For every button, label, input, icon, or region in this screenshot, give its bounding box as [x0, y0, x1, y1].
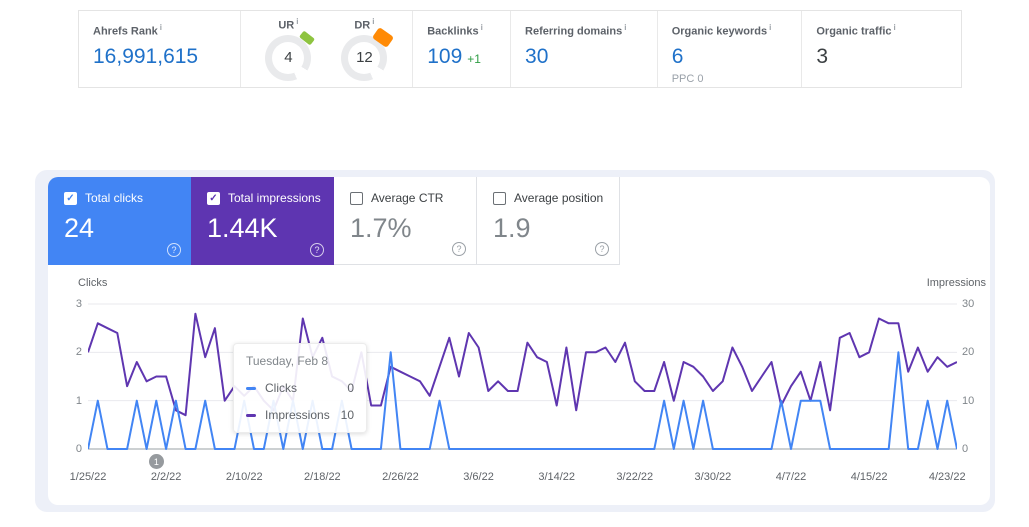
- metric-backlinks: Backlinks i 109 +1: [412, 11, 510, 87]
- x-axis-label: 4/23/22: [928, 471, 966, 483]
- info-icon[interactable]: i: [159, 23, 163, 32]
- help-icon[interactable]: ?: [167, 243, 181, 257]
- metric-organic-traffic: Organic traffic i 3: [801, 11, 961, 87]
- clicks-line: [88, 351, 957, 450]
- info-icon[interactable]: i: [893, 23, 896, 32]
- x-axis-label: 1/25/22: [69, 471, 107, 483]
- backlinks-delta: +1: [467, 51, 481, 66]
- performance-chart-svg[interactable]: [88, 303, 957, 453]
- ur-pencil-icon: [299, 30, 316, 46]
- ahrefs-metrics-bar: Ahrefs Rank i 16,991,615 UR i 4 DR i 12 Bac…: [78, 10, 962, 88]
- metric-card-value: 1.7%: [350, 213, 412, 243]
- clicks-legend-dash-icon: [246, 386, 256, 390]
- axis-tick-label: 0: [962, 443, 969, 455]
- info-icon[interactable]: i: [769, 23, 772, 32]
- organic-traffic-value: 3: [816, 44, 829, 68]
- tooltip-rows: Clicks 0 Impressions 10: [246, 381, 354, 422]
- x-axis-label: 2/18/22: [303, 471, 341, 483]
- metric-card-average-position[interactable]: Average position 1.9?: [477, 177, 620, 265]
- x-axis-label: 2/10/22: [225, 471, 263, 483]
- ppc-count: PPC 0: [671, 72, 704, 85]
- referring-domains-value[interactable]: 30: [525, 44, 549, 68]
- info-icon[interactable]: i: [480, 23, 483, 32]
- right-axis-title: Impressions: [926, 277, 986, 289]
- referring-domains-label: Referring domains: [525, 25, 623, 38]
- x-axis-label: 3/14/22: [538, 471, 576, 483]
- metric-cards-row: ✓ Total clicks 24? ✓ Total impressions 1.44K?…: [48, 177, 990, 265]
- x-axis-label: 4/7/22: [775, 471, 807, 483]
- search-console-panel: ✓ Total clicks 24? ✓ Total impressions 1.44K?…: [35, 170, 995, 512]
- ur-gauge-group: UR i 4: [265, 17, 316, 87]
- info-icon[interactable]: i: [296, 17, 299, 26]
- help-icon[interactable]: ?: [310, 243, 324, 257]
- axis-tick-label: 10: [962, 394, 975, 407]
- metric-card-label: Total clicks: [85, 191, 144, 205]
- x-axis-label: 3/6/22: [463, 471, 494, 483]
- checkbox-average-ctr[interactable]: [350, 191, 363, 205]
- organic-traffic-label: Organic traffic: [816, 25, 892, 38]
- impressions-legend-dash-icon: [246, 413, 256, 417]
- impressions-line: [88, 312, 957, 417]
- tooltip-series-value: 10: [340, 408, 354, 422]
- left-axis-title: Clicks: [78, 277, 108, 289]
- metric-card-total-clicks[interactable]: ✓ Total clicks 24?: [48, 177, 191, 265]
- dr-gauge-group: DR i 12: [341, 17, 395, 87]
- metric-card-total-impressions[interactable]: ✓ Total impressions 1.44K?: [191, 177, 334, 265]
- metric-organic-keywords: Organic keywords i 6 PPC 0: [656, 11, 802, 87]
- metric-ur-dr: UR i 4 DR i 12: [239, 11, 413, 87]
- axis-tick-label: 0: [75, 443, 82, 455]
- metric-card-label: Average position: [514, 191, 604, 205]
- metric-card-value: 1.9: [493, 213, 531, 243]
- checkbox-total-clicks[interactable]: ✓: [64, 191, 77, 205]
- axis-tick-label: 3: [75, 298, 82, 310]
- info-icon[interactable]: i: [372, 17, 375, 26]
- dr-gauge: 12: [341, 26, 395, 81]
- help-icon[interactable]: ?: [452, 242, 466, 256]
- backlinks-label: Backlinks: [427, 25, 479, 38]
- checkbox-average-position[interactable]: [493, 191, 506, 205]
- x-axis-label: 3/22/22: [616, 471, 654, 483]
- metric-ahrefs-rank: Ahrefs Rank i 16,991,615: [79, 11, 240, 87]
- ahrefs-rank-value[interactable]: 16,991,615: [93, 44, 199, 68]
- metric-card-value: 24: [64, 213, 95, 243]
- axis-tick-label: 1: [75, 394, 82, 407]
- x-axis-label: 4/15/22: [850, 471, 888, 483]
- metric-card-average-ctr[interactable]: Average CTR 1.7%?: [334, 177, 477, 265]
- metric-referring-domains: Referring domains i 30: [510, 11, 657, 87]
- tooltip-row: Clicks 0: [246, 381, 354, 395]
- ur-value: 4: [272, 41, 305, 74]
- x-axis-label: 3/30/22: [694, 471, 732, 483]
- tooltip-date: Tuesday, Feb 8: [246, 354, 329, 368]
- axis-tick-label: 30: [962, 298, 975, 310]
- info-icon[interactable]: i: [624, 23, 627, 32]
- metric-card-label: Total impressions: [228, 191, 321, 205]
- organic-keywords-value[interactable]: 6: [671, 44, 684, 68]
- axis-tick-label: 2: [75, 346, 82, 359]
- x-axis-label: 2/26/22: [382, 471, 419, 483]
- help-icon[interactable]: ?: [595, 242, 609, 256]
- x-axis-label: 2/2/22: [150, 471, 182, 483]
- tooltip-series-name: Clicks: [265, 381, 297, 395]
- axis-tick-label: 20: [962, 346, 975, 359]
- dr-label: DR: [354, 19, 371, 32]
- chart-tooltip: Tuesday, Feb 8 Clicks 0 Impressions 10: [233, 343, 367, 433]
- organic-keywords-label: Organic keywords: [671, 25, 768, 38]
- chart-annotation-label: 1: [153, 456, 159, 467]
- tooltip-series-value: 0: [347, 381, 354, 395]
- dr-value: 12: [348, 41, 381, 74]
- ahrefs-rank-label: Ahrefs Rank: [93, 25, 158, 38]
- checkbox-total-impressions[interactable]: ✓: [207, 191, 220, 205]
- metric-row-filler: [620, 177, 990, 265]
- performance-card: ✓ Total clicks 24? ✓ Total impressions 1.44K?…: [48, 177, 990, 505]
- tooltip-series-name: Impressions: [265, 408, 330, 422]
- chart-annotation-badge[interactable]: 1: [148, 454, 164, 469]
- ur-gauge: 4: [265, 30, 316, 81]
- tooltip-row: Impressions 10: [246, 408, 354, 422]
- metric-card-value: 1.44K: [207, 213, 278, 243]
- ur-label: UR: [278, 19, 295, 32]
- metric-card-label: Average CTR: [371, 191, 444, 205]
- backlinks-value[interactable]: 109: [427, 44, 463, 68]
